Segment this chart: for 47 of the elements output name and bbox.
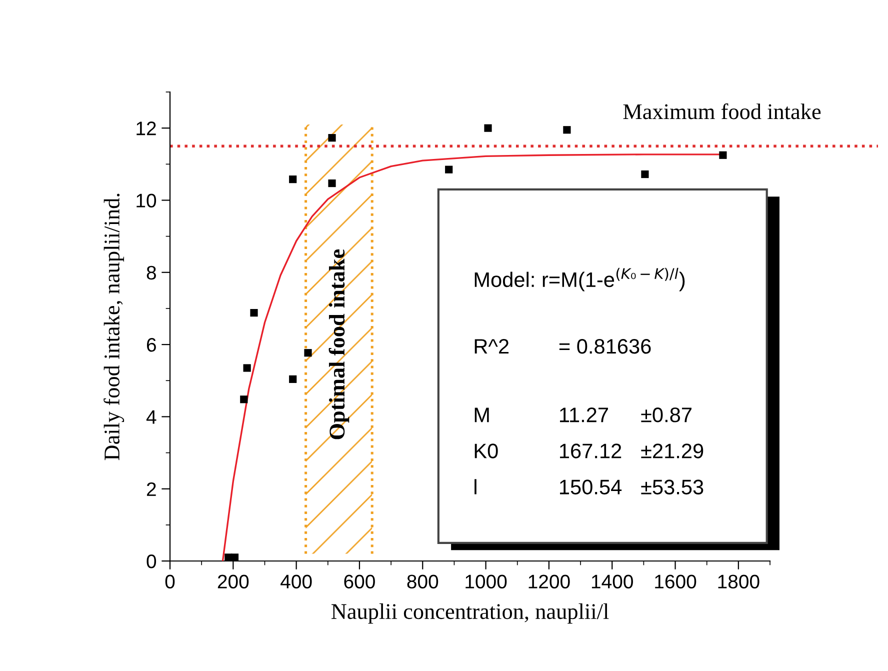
annotation: 150.54 (560, 480, 622, 494)
x-tick-label: 200 (218, 574, 249, 588)
y-tick-label: 2 (146, 482, 156, 496)
x-tick-label: 1000 (466, 574, 507, 588)
annotation: 167.12 (560, 444, 622, 458)
point (641, 170, 649, 178)
point (289, 375, 297, 383)
x-tick-label: 1600 (655, 574, 696, 588)
x-tick-label: 1200 (528, 574, 570, 588)
point (563, 126, 571, 134)
band-label: Optimal food intake (328, 249, 350, 440)
point (328, 134, 336, 142)
point (484, 124, 492, 132)
x-tick-label: 1800 (718, 574, 760, 588)
x-tick-label: 0 (165, 574, 175, 588)
annotation: = 0.81636 (559, 338, 651, 354)
y-tick-label: 12 (136, 122, 156, 136)
y-tick-label: 6 (146, 338, 156, 352)
annotation: ±53.53 (641, 480, 704, 494)
ref-line-label: Maximum food intake (623, 103, 821, 120)
annotation: Model: r=M(1-e$^{(K₀−K)/l}$) (474, 268, 685, 292)
point (304, 349, 312, 357)
y-tick-label: 4 (146, 410, 156, 424)
point (445, 166, 453, 174)
annotation: K0 (474, 444, 498, 458)
point (289, 176, 297, 184)
annotation: ±21.29 (641, 444, 704, 458)
y-tick-label: 10 (136, 194, 156, 208)
point (240, 396, 248, 404)
y-tick-label: 0 (146, 554, 156, 568)
annotation: R^2 (474, 338, 509, 354)
annotation: M (474, 408, 489, 422)
x-tick-label: 400 (280, 574, 312, 588)
annotation: 11.27 (560, 408, 608, 422)
x-tick-label: 1400 (592, 574, 633, 588)
point (230, 554, 239, 562)
y-tick-label: 8 (146, 266, 156, 280)
point (250, 308, 258, 317)
x-tick-label: 800 (407, 574, 438, 588)
point (719, 151, 727, 159)
point (243, 364, 251, 372)
y-axis-title: Daily food intake, nauplii/ind. (104, 194, 124, 460)
x-tick-label: 600 (344, 574, 375, 588)
annotation: l (474, 479, 476, 494)
point (328, 179, 336, 188)
x-axis-title: Nauplii concentration, nauplii/l (331, 603, 609, 624)
annotation: ±0.87 (641, 408, 692, 422)
